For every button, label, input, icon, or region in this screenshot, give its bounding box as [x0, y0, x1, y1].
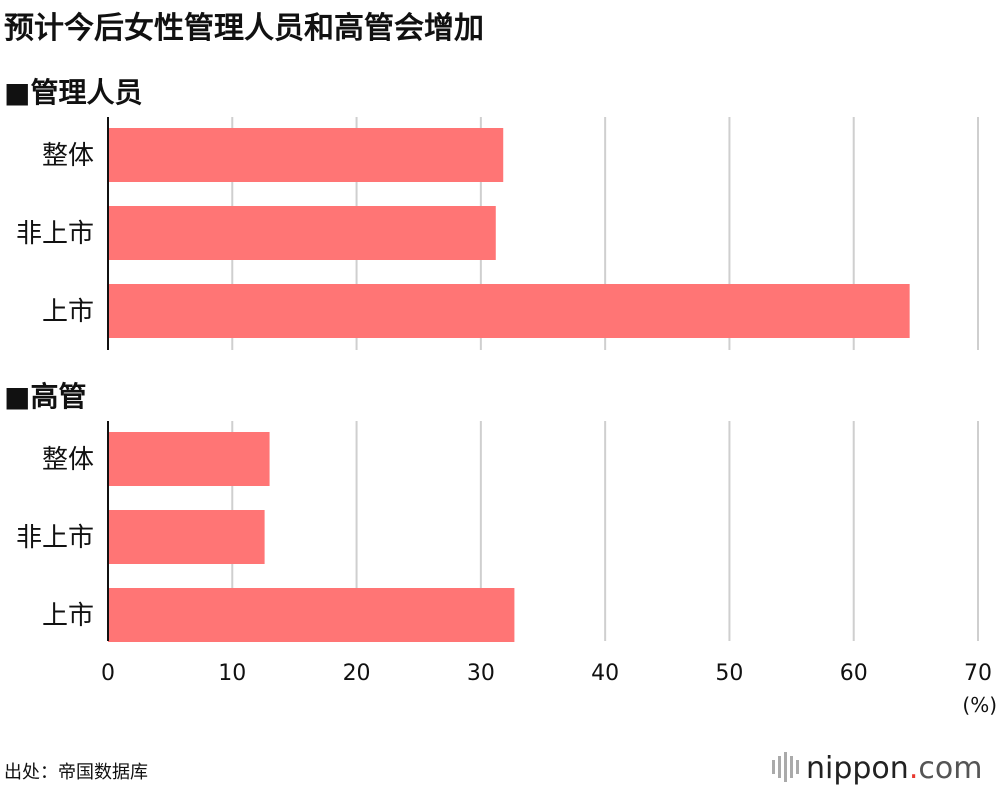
category-label: 上市 — [42, 601, 94, 631]
x-tick-label: 30 — [467, 661, 495, 686]
bar — [108, 206, 496, 260]
bar — [108, 432, 270, 486]
x-tick-label: 10 — [218, 661, 246, 686]
category-label: 整体 — [42, 445, 94, 475]
section-label-executives: ■高管 — [4, 380, 86, 413]
category-label: 非上市 — [16, 219, 94, 249]
logo-text: nippon.com — [806, 751, 982, 786]
bar — [108, 510, 265, 564]
bar — [108, 284, 910, 338]
x-tick-label: 20 — [343, 661, 371, 686]
bar — [108, 128, 504, 182]
category-label: 整体 — [42, 141, 94, 171]
x-tick-label: 0 — [101, 661, 115, 686]
nippon-logo: nippon.com — [772, 751, 982, 786]
section-label-managers: ■管理人员 — [4, 76, 142, 109]
source-note: 出处：帝国数据库 — [4, 762, 148, 783]
x-tick-label: 70 — [964, 661, 992, 686]
chart-title: 预计今后女性管理人员和高管会增加 — [4, 11, 484, 46]
x-tick-label: 50 — [715, 661, 743, 686]
unit-label: (%) — [962, 693, 997, 717]
bars — [108, 128, 910, 338]
x-tick-label: 60 — [840, 661, 868, 686]
bars — [108, 432, 515, 642]
bar — [108, 588, 515, 642]
x-tick-label: 40 — [591, 661, 619, 686]
category-label: 非上市 — [16, 523, 94, 553]
category-label: 上市 — [42, 297, 94, 327]
logo-mark-icon — [772, 752, 799, 782]
x-tick-labels: 0 10 20 30 40 50 60 70 — [101, 661, 992, 686]
